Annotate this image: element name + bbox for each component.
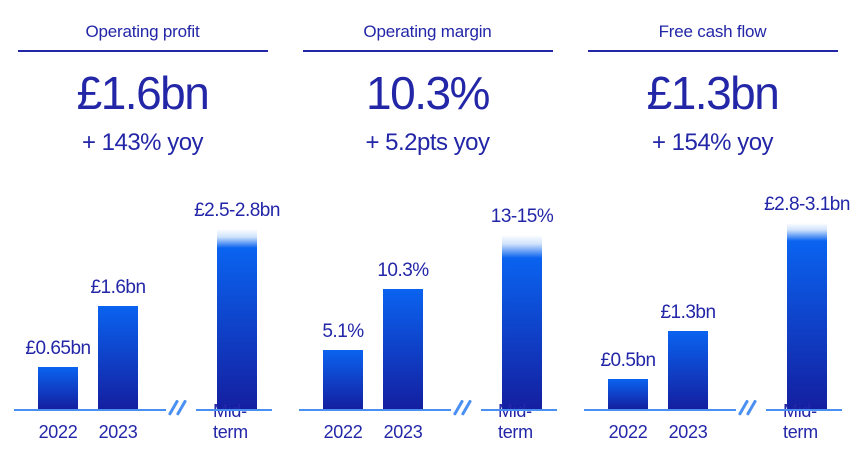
title-underline <box>587 50 838 52</box>
bar-2022 <box>323 350 363 409</box>
axis-category-label: 2023 <box>98 422 138 442</box>
kpi-value: 10.3% <box>366 67 490 119</box>
axis-category-label: 2022 <box>323 422 363 442</box>
x-axis-right-segment <box>481 409 557 411</box>
kpi-panel-free-cash-flow: Free cash flow £1.3bn + 154% yoy £0.5bn 2… <box>570 0 855 458</box>
bar-mid-term <box>502 235 542 409</box>
panel-title: Operating margin <box>363 22 492 41</box>
bar-value-label: £0.5bn <box>600 350 656 371</box>
bar-chart-free-cash-flow: £0.5bn 2022 £1.3bn 2023 £2.8-3.1bn Mid-term <box>570 178 855 458</box>
bar-2023 <box>383 289 423 409</box>
x-axis-left-segment <box>299 409 451 411</box>
title-underline <box>302 50 553 52</box>
axis-category-label: Mid-term <box>498 401 533 442</box>
x-axis-right-segment <box>196 409 272 411</box>
bar-2023 <box>668 331 708 409</box>
bar-2022 <box>38 367 78 409</box>
axis-category-label: 2022 <box>608 422 648 442</box>
kpi-change: + 154% yoy <box>651 129 774 156</box>
x-axis-left-segment <box>584 409 736 411</box>
bar-value-label: 10.3% <box>377 260 429 281</box>
panel-title: Free cash flow <box>658 22 767 41</box>
x-axis-right-segment <box>766 409 842 411</box>
bar-value-label: £0.65bn <box>25 338 91 359</box>
bar-2022 <box>608 379 648 409</box>
title-underline <box>17 50 268 52</box>
axis-category-label: 2022 <box>38 422 78 442</box>
bar-mid-term <box>217 229 257 409</box>
kpi-panel-operating-margin: Operating margin 10.3% + 5.2pts yoy 5.1%… <box>285 0 570 458</box>
axis-category-label: Mid-term <box>213 401 248 442</box>
bar-2023 <box>98 306 138 409</box>
kpi-value: £1.6bn <box>76 67 210 119</box>
axis-category-label: 2023 <box>668 422 708 442</box>
bar-mid-term <box>787 223 827 409</box>
bar-value-label: £2.8-3.1bn <box>764 194 850 215</box>
bar-value-label: £2.5-2.8bn <box>194 200 280 221</box>
axis-category-label: Mid-term <box>783 401 818 442</box>
panel-title: Operating profit <box>85 22 200 41</box>
bar-value-label: 13-15% <box>490 206 554 227</box>
x-axis-left-segment <box>14 409 166 411</box>
bar-chart-operating-margin: 5.1% 2022 10.3% 2023 13-15% Mid-term <box>285 178 570 458</box>
bar-value-label: £1.3bn <box>660 302 716 323</box>
bar-value-label: £1.6bn <box>90 277 146 298</box>
kpi-change: + 5.2pts yoy <box>365 129 490 156</box>
kpi-value: £1.3bn <box>646 67 780 119</box>
axis-category-label: 2023 <box>383 422 423 442</box>
kpi-change: + 143% yoy <box>81 129 204 156</box>
bar-value-label: 5.1% <box>322 321 364 342</box>
kpi-panel-operating-profit: Operating profit £1.6bn + 143% yoy £0.65… <box>0 0 285 458</box>
bar-chart-operating-profit: £0.65bn 2022 £1.6bn 2023 £2.5-2.8bn Mid-term <box>0 178 285 458</box>
